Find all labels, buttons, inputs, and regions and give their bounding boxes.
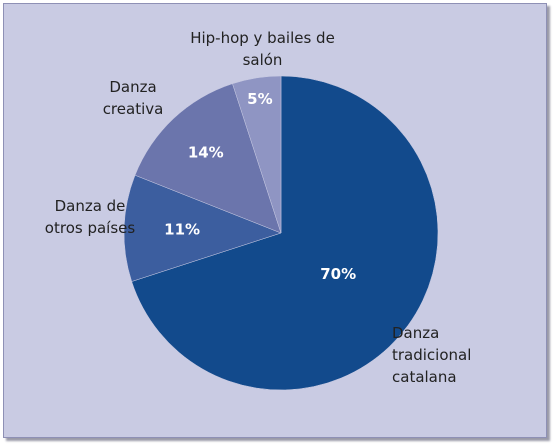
- slice-label: Hip-hop y bailes de salón: [190, 29, 335, 69]
- value-label: 14%: [188, 143, 224, 161]
- value-label: 70%: [320, 265, 356, 283]
- slice-label: Danza tradicional catalana: [392, 324, 472, 386]
- slice-label: Danza de otros países: [44, 197, 136, 237]
- pie-slice: [123, 174, 282, 282]
- value-label: 11%: [164, 220, 200, 238]
- pie-slice: [131, 75, 439, 391]
- value-label: 5%: [247, 90, 272, 108]
- slice-label: Danza creativa: [102, 78, 164, 118]
- pie-slice: [232, 75, 282, 234]
